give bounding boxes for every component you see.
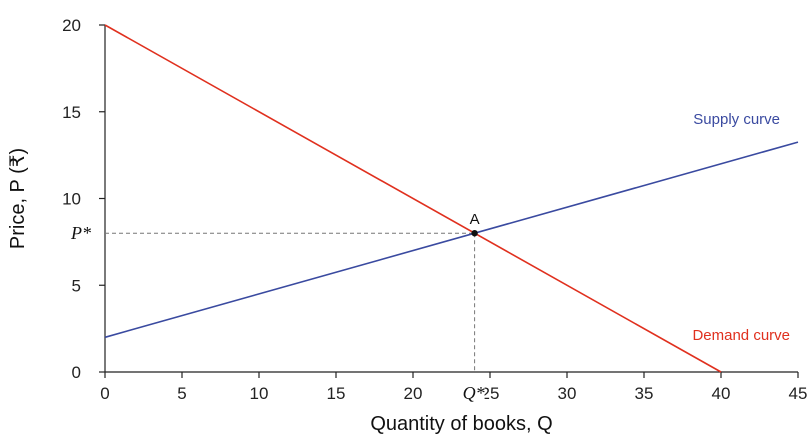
- x-tick-label: 25: [481, 384, 500, 403]
- y-axis-title: Price, P (₹): [7, 148, 29, 249]
- y-tick-label: 10: [62, 190, 81, 209]
- x-tick-label: 30: [558, 384, 577, 403]
- y-tick-label: 20: [62, 16, 81, 35]
- demand-curve: [104, 24, 722, 373]
- x-tick-label: 40: [712, 384, 731, 403]
- supply-curve: [104, 141, 799, 339]
- demand-curve-label: Demand curve: [692, 327, 790, 344]
- x-tick-label: 0: [100, 384, 109, 403]
- plot-area: 0 5 10 15 20 25 30 35 40 45 0 5 10 15 20 Quantity of bo…: [7, 16, 807, 435]
- q-star-label-bg: [464, 380, 485, 402]
- supply-curve-label: Supply curve: [693, 111, 780, 128]
- q-star-label: Q*: [463, 383, 485, 403]
- equilibrium-point: [471, 230, 478, 237]
- y-tick-label: 5: [72, 276, 81, 295]
- p-star-label: P*: [70, 223, 91, 243]
- y-tick-label: 15: [62, 103, 81, 122]
- x-tick-label: 10: [250, 384, 269, 403]
- y-tick-label: 0: [72, 363, 81, 382]
- x-tick-label: 45: [789, 384, 808, 403]
- x-axis-title: Quantity of books, Q: [370, 413, 552, 435]
- x-tick-label: 15: [327, 384, 346, 403]
- x-tick-label: 5: [177, 384, 186, 403]
- x-tick-label: 35: [635, 384, 654, 403]
- equilibrium-label: A: [470, 211, 480, 228]
- x-tick-label: 20: [404, 384, 423, 403]
